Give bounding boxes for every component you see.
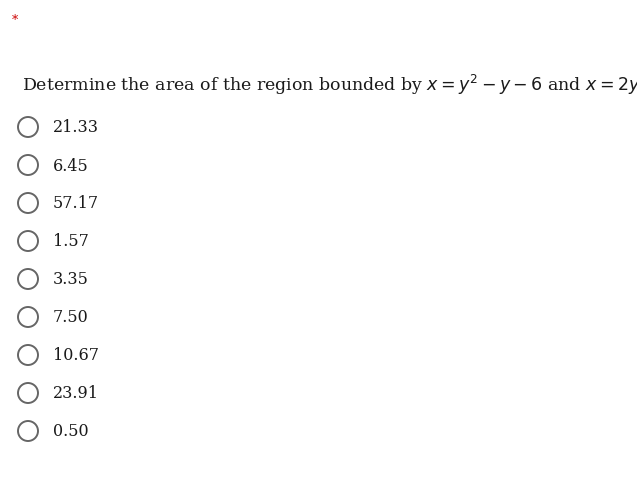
- Text: 0.50: 0.50: [53, 423, 89, 439]
- Text: 10.67: 10.67: [53, 347, 99, 364]
- Text: 23.91: 23.91: [53, 385, 99, 402]
- Text: 3.35: 3.35: [53, 271, 89, 288]
- Text: 1.57: 1.57: [53, 233, 89, 250]
- Text: 21.33: 21.33: [53, 119, 99, 136]
- Text: *: *: [12, 14, 18, 27]
- Text: 7.50: 7.50: [53, 309, 89, 326]
- Text: 57.17: 57.17: [53, 195, 99, 212]
- Text: Determine the area of the region bounded by $x = y^2 - y - 6$ and $x = 2y + 4$.: Determine the area of the region bounded…: [22, 73, 637, 97]
- Text: 6.45: 6.45: [53, 157, 89, 174]
